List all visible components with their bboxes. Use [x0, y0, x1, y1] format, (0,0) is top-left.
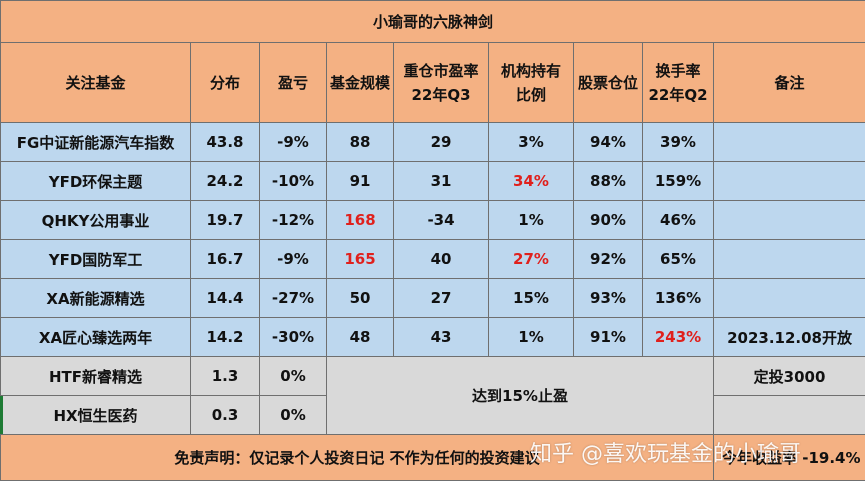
table-row: HTF新睿精选 1.3 0% 达到15%止盈 定投3000 [0, 356, 865, 435]
note-cell [712, 200, 865, 240]
distribution-cell: 24.2 [190, 161, 260, 201]
fund-size-cell: 48 [326, 317, 394, 357]
fund-name-cell: XA匠心臻选两年 [0, 317, 191, 357]
header-pe: 重仓市盈率 22年Q3 [393, 42, 489, 123]
disclaimer: 免责声明：仅记录个人投资日记 不作为任何的投资建议 [0, 434, 714, 481]
fund-name-cell: YFD环保主题 [0, 161, 191, 201]
pnl-cell: -27% [259, 278, 327, 318]
header-pe-line2: 22年Q3 [411, 85, 471, 104]
table-row: HX恒生医药 0.3 0% [0, 395, 865, 435]
fund-size-cell: 91 [326, 161, 394, 201]
turnover-cell: 46% [642, 200, 714, 240]
pe-cell: 27 [393, 278, 489, 318]
fund-name-cell: QHKY公用事业 [0, 200, 191, 240]
pnl-cell: -9% [259, 239, 327, 279]
pnl-cell: -10% [259, 161, 327, 201]
header-fund: 关注基金 [0, 42, 191, 123]
distribution-cell: 14.4 [190, 278, 260, 318]
table-row: XA新能源精选 14.4 -27% 50 27 15% 93% 136% [0, 278, 865, 318]
fund-size-cell: 165 [326, 239, 394, 279]
header-pnl: 盈亏 [259, 42, 327, 123]
fund-size-cell: 88 [326, 122, 394, 162]
selected-cell-marker [0, 396, 3, 434]
table-row: YFD环保主题 24.2 -10% 91 31 34% 88% 159% [0, 161, 865, 201]
pnl-cell: -12% [259, 200, 327, 240]
institution-cell: 27% [488, 239, 574, 279]
pe-cell: 31 [393, 161, 489, 201]
institution-cell: 34% [488, 161, 574, 201]
note-cell [712, 239, 865, 279]
turnover-cell: 39% [642, 122, 714, 162]
fund-size-cell: 168 [326, 200, 394, 240]
distribution-cell: 43.8 [190, 122, 260, 162]
header-turnover-line2: 22年Q2 [648, 85, 708, 104]
pe-cell: 43 [393, 317, 489, 357]
merged-note-cell: 达到15%止盈 [326, 356, 714, 435]
header-turnover: 换手率 22年Q2 [642, 42, 714, 123]
note-cell [712, 161, 865, 201]
header-note: 备注 [712, 42, 865, 123]
annual-yield: 今年收益率 -19.4% [712, 434, 865, 481]
distribution-cell: 14.2 [190, 317, 260, 357]
header-pe-line1: 重仓市盈率 [403, 61, 479, 80]
stock-position-cell: 94% [573, 122, 643, 162]
pnl-cell: 0% [259, 356, 327, 396]
institution-cell: 15% [488, 278, 574, 318]
stock-position-cell: 88% [573, 161, 643, 201]
pnl-cell: 0% [259, 395, 327, 435]
turnover-cell: 136% [642, 278, 714, 318]
distribution-cell: 0.3 [190, 395, 260, 435]
header-turnover-line1: 换手率 [655, 61, 701, 80]
table-title: 小瑜哥的六脉神剑 [0, 0, 865, 43]
pe-cell: 29 [393, 122, 489, 162]
table-row: QHKY公用事业 19.7 -12% 168 -34 1% 90% 46% [0, 200, 865, 240]
turnover-cell: 243% [642, 317, 714, 357]
stock-position-cell: 92% [573, 239, 643, 279]
pnl-cell: -30% [259, 317, 327, 357]
institution-cell: 1% [488, 317, 574, 357]
turnover-cell: 65% [642, 239, 714, 279]
institution-cell: 1% [488, 200, 574, 240]
header-institution-line2: 比例 [515, 85, 546, 104]
fund-name-cell: HX恒生医药 [0, 395, 191, 435]
distribution-cell: 1.3 [190, 356, 260, 396]
pe-cell: 40 [393, 239, 489, 279]
note-cell [712, 278, 865, 318]
stock-position-cell: 91% [573, 317, 643, 357]
pe-cell: -34 [393, 200, 489, 240]
note-cell [712, 395, 865, 435]
table-row: XA匠心臻选两年 14.2 -30% 48 43 1% 91% 243% 202… [0, 317, 865, 357]
note-cell [712, 122, 865, 162]
distribution-cell: 19.7 [190, 200, 260, 240]
fund-name-cell: XA新能源精选 [0, 278, 191, 318]
fund-name-cell: HTF新睿精选 [0, 356, 191, 396]
stock-position-cell: 93% [573, 278, 643, 318]
header-distribution: 分布 [190, 42, 260, 123]
fund-size-cell: 50 [326, 278, 394, 318]
header-stock-position: 股票仓位 [573, 42, 643, 123]
stock-position-cell: 90% [573, 200, 643, 240]
institution-cell: 3% [488, 122, 574, 162]
note-cell: 2023.12.08开放 [712, 317, 865, 357]
fund-name-cell: FG中证新能源汽车指数 [0, 122, 191, 162]
header-institution-line1: 机构持有 [500, 61, 561, 80]
pnl-cell: -9% [259, 122, 327, 162]
distribution-cell: 16.7 [190, 239, 260, 279]
turnover-cell: 159% [642, 161, 714, 201]
header-institution: 机构持有 比例 [488, 42, 574, 123]
fund-name-cell: YFD国防军工 [0, 239, 191, 279]
table-row: YFD国防军工 16.7 -9% 165 40 27% 92% 65% [0, 239, 865, 279]
note-cell: 定投3000 [712, 356, 865, 396]
header-fund-size: 基金规模 [326, 42, 394, 123]
table-row: FG中证新能源汽车指数 43.8 -9% 88 29 3% 94% 39% [0, 122, 865, 162]
